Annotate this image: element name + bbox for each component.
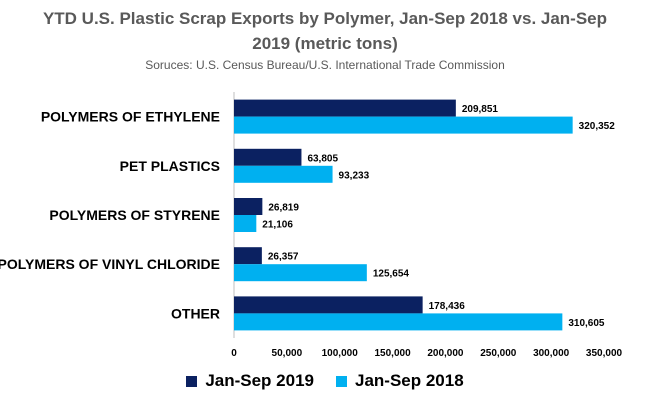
data-label: 26,357	[268, 252, 299, 263]
category-label: POLYMERS OF STYRENE	[49, 207, 220, 223]
bar-2018	[234, 215, 257, 232]
bar-2018	[234, 165, 333, 183]
bar-2018	[234, 116, 573, 134]
data-label: 178,436	[429, 301, 466, 312]
x-tick-label: 0	[231, 348, 237, 359]
x-tick-label: 50,000	[272, 348, 303, 359]
data-label: 21,106	[262, 220, 293, 231]
data-label: 310,605	[568, 318, 605, 329]
bar-2019	[234, 148, 302, 166]
legend: Jan-Sep 2019 Jan-Sep 2018	[0, 371, 650, 391]
x-tick-label: 200,000	[427, 348, 464, 359]
category-label: PET PLASTICS	[120, 158, 220, 174]
data-label: 320,352	[579, 121, 616, 132]
data-label: 125,654	[373, 269, 410, 280]
bar-2018	[234, 313, 563, 331]
bar-2019	[234, 99, 456, 117]
x-tick-label: 350,000	[586, 348, 623, 359]
legend-item-2019: Jan-Sep 2019	[186, 371, 314, 391]
legend-label-2019: Jan-Sep 2019	[205, 371, 314, 390]
legend-swatch-2018	[336, 375, 347, 387]
category-label: OTHER	[171, 305, 220, 321]
data-label: 63,805	[307, 153, 338, 164]
legend-swatch-2019	[186, 375, 198, 387]
bar-2018	[234, 264, 367, 282]
bar-2019	[234, 198, 263, 215]
category-label: POLYMERS OF ETHYLENE	[41, 109, 220, 125]
legend-item-2018: Jan-Sep 2018	[336, 371, 464, 391]
chart-subtitle: Soruces: U.S. Census Bureau/U.S. Interna…	[145, 58, 505, 72]
bar-2019	[234, 296, 423, 314]
legend-label-2018: Jan-Sep 2018	[355, 371, 464, 390]
x-tick-label: 300,000	[533, 348, 570, 359]
category-label: POLYMERS OF VINYL CHLORIDE	[0, 256, 220, 272]
chart-title: YTD U.S. Plastic Scrap Exports by Polyme…	[42, 9, 608, 53]
bar-2019	[234, 247, 262, 265]
x-tick-label: 150,000	[374, 348, 411, 359]
data-label: 93,233	[339, 170, 370, 181]
data-label: 209,851	[462, 104, 499, 115]
x-tick-label: 100,000	[322, 348, 359, 359]
x-tick-label: 250,000	[480, 348, 517, 359]
data-label: 26,819	[268, 203, 299, 214]
